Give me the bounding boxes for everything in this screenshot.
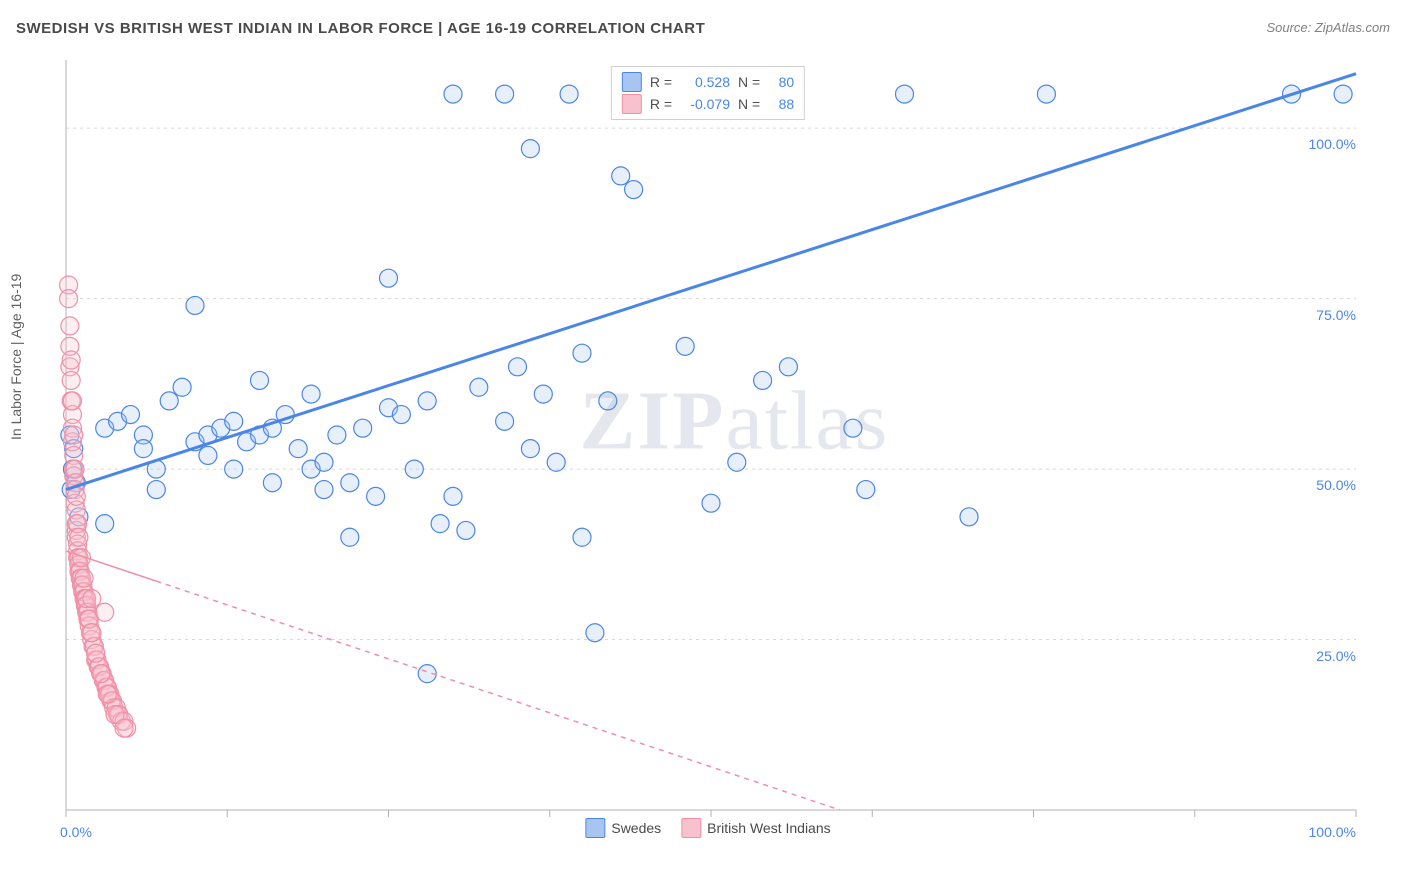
stats-row-bwi: R = -0.079 N = 88 — [622, 93, 794, 115]
x-tick-min: 0.0% — [60, 824, 92, 840]
bwi-r-value: -0.079 — [680, 93, 730, 115]
legend-item-swedes: Swedes — [585, 818, 661, 838]
correlation-stats-box: R = 0.528 N = 80 R = -0.079 N = 88 — [611, 66, 805, 120]
legend-label-bwi: British West Indians — [707, 820, 830, 836]
n-label: N = — [738, 71, 760, 93]
source-attribution: Source: ZipAtlas.com — [1266, 20, 1390, 35]
y-tick-label: 75.0% — [1316, 307, 1356, 323]
legend-label-swedes: Swedes — [611, 820, 661, 836]
r-label: R = — [650, 93, 672, 115]
legend-item-bwi: British West Indians — [681, 818, 830, 838]
n-label: N = — [738, 93, 760, 115]
scatter-plot — [48, 50, 1368, 840]
swedes-color-swatch — [622, 72, 642, 92]
swedes-n-value: 80 — [768, 71, 794, 93]
y-axis-label: In Labor Force | Age 16-19 — [8, 274, 24, 440]
bwi-color-swatch — [622, 94, 642, 114]
y-tick-label: 100.0% — [1309, 136, 1356, 152]
x-tick-max: 100.0% — [1309, 824, 1356, 840]
series-legend: Swedes British West Indians — [585, 818, 830, 838]
bwi-n-value: 88 — [768, 93, 794, 115]
bwi-swatch-icon — [681, 818, 701, 838]
y-tick-label: 25.0% — [1316, 648, 1356, 664]
r-label: R = — [650, 71, 672, 93]
swedes-r-value: 0.528 — [680, 71, 730, 93]
plot-container: ZIPatlas R = 0.528 N = 80 R = -0.079 N =… — [48, 50, 1368, 840]
y-tick-label: 50.0% — [1316, 477, 1356, 493]
swedes-swatch-icon — [585, 818, 605, 838]
chart-title: SWEDISH VS BRITISH WEST INDIAN IN LABOR … — [16, 20, 705, 37]
stats-row-swedes: R = 0.528 N = 80 — [622, 71, 794, 93]
header-bar: SWEDISH VS BRITISH WEST INDIAN IN LABOR … — [16, 20, 1390, 44]
